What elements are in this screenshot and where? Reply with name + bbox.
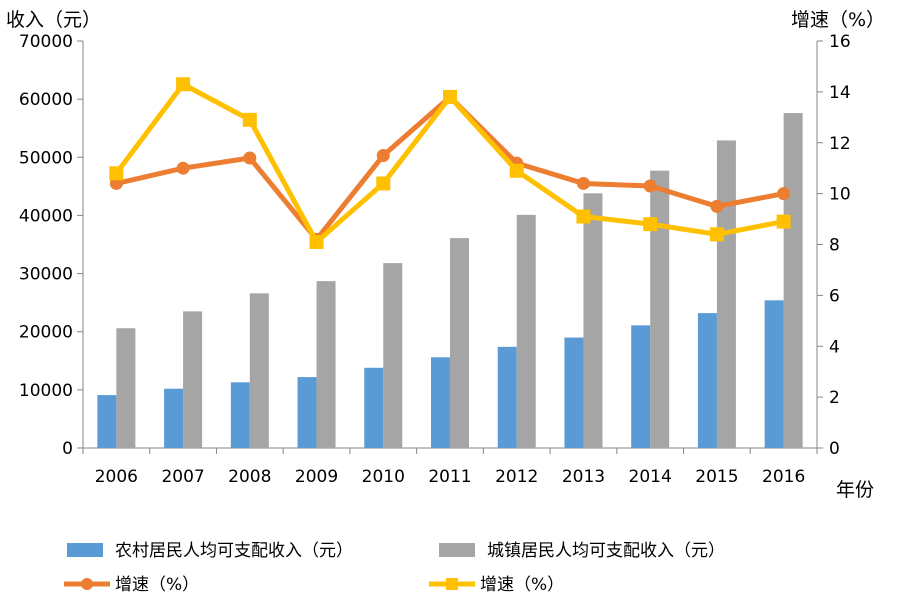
left-tick-label: 30000 — [19, 265, 73, 285]
legend-swatch — [67, 543, 103, 557]
left-tick-label: 10000 — [19, 381, 73, 401]
x-tick-label: 2009 — [295, 467, 338, 487]
right-tick-label: 14 — [829, 83, 851, 103]
x-tick-label: 2006 — [95, 467, 138, 487]
legend-label: 增速（%） — [115, 575, 199, 595]
growth-line-1 — [113, 94, 787, 242]
growth-point-square — [242, 112, 257, 127]
growth-point-square — [709, 227, 724, 242]
bar-rural — [230, 382, 250, 448]
growth-point-square — [443, 89, 457, 104]
left-tick-label: 70000 — [19, 32, 73, 52]
right-axis-title: 增速（%） — [791, 9, 885, 31]
bar-rural — [297, 377, 317, 448]
x-tick-label: 2011 — [428, 467, 471, 487]
plot-area: 0 10000 20000 30000 40000 50000 60000 70000 0 2 4 6… — [19, 32, 851, 487]
growth-point-circle — [243, 151, 257, 165]
bar-urban — [183, 311, 203, 448]
x-tick-label: 2007 — [161, 467, 204, 487]
left-tick-label: 0 — [62, 439, 73, 459]
bar-rural — [764, 300, 784, 448]
legend-label: 城镇居民人均可支配收入（元） — [487, 541, 725, 561]
x-tick-label: 2013 — [562, 467, 605, 487]
legend-swatch — [439, 543, 475, 557]
bar-rural — [564, 337, 584, 448]
bar-rural — [364, 367, 384, 448]
x-tick-label: 2010 — [362, 467, 405, 487]
left-axis-title: 收入（元） — [6, 9, 101, 31]
bar-urban — [116, 328, 136, 448]
growth-point-square — [776, 214, 791, 229]
growth-point-square — [376, 176, 391, 191]
growth-point-square — [309, 234, 324, 249]
right-tick-label: 10 — [829, 185, 851, 205]
growth-point-square — [576, 209, 591, 224]
x-axis-title: 年份 — [836, 479, 874, 501]
bar-urban — [450, 238, 469, 448]
bar-urban — [716, 140, 736, 448]
bar-urban — [583, 193, 603, 448]
growth-point-square — [109, 166, 124, 181]
left-tick-label: 20000 — [19, 323, 73, 343]
x-tick-label: 2012 — [495, 467, 538, 487]
x-tick-label: 2014 — [629, 467, 672, 487]
legend-label: 农村居民人均可支配收入（元） — [115, 541, 353, 561]
growth-point-circle — [710, 199, 724, 213]
bar-urban — [650, 170, 670, 448]
bar-urban — [516, 214, 536, 448]
growth-point-circle — [643, 179, 657, 193]
bar-rural — [697, 313, 717, 448]
bar-rural — [631, 325, 651, 448]
right-tick-label: 0 — [829, 439, 840, 459]
growth-point-square — [643, 217, 658, 232]
x-tick-label: 2016 — [762, 467, 805, 487]
right-tick-label: 2 — [829, 388, 840, 408]
bar-rural — [431, 357, 450, 448]
right-tick-label: 4 — [829, 337, 840, 357]
left-tick-label: 40000 — [19, 206, 73, 226]
bar-rural — [497, 346, 517, 448]
bar-urban — [249, 293, 269, 448]
legend: 农村居民人均可支配收入（元） 城镇居民人均可支配收入（元） 增速（%） 增速（%） — [64, 541, 725, 595]
right-tick-label: 16 — [829, 32, 851, 52]
legend-label: 增速（%） — [480, 575, 564, 595]
left-tick-label: 50000 — [19, 148, 73, 168]
legend-marker-circle — [81, 578, 93, 590]
left-tick-label: 60000 — [19, 90, 73, 110]
growth-point-circle — [576, 176, 590, 190]
bar-urban — [316, 281, 336, 448]
bar-urban — [783, 113, 803, 449]
bar-rural — [97, 395, 117, 448]
x-tick-label: 2008 — [228, 467, 271, 487]
right-tick-label: 6 — [829, 286, 840, 306]
right-tick-label: 8 — [829, 236, 840, 256]
growth-point-circle — [376, 148, 390, 162]
bar-urban — [383, 263, 403, 448]
right-tick-label: 12 — [829, 134, 851, 154]
x-tick-label: 2015 — [695, 467, 738, 487]
legend-marker-square — [446, 578, 458, 590]
growth-point-square — [176, 77, 191, 92]
bar-rural — [164, 388, 184, 448]
growth-point-circle — [777, 187, 791, 201]
growth-point-square — [509, 163, 524, 178]
growth-point-circle — [176, 161, 190, 175]
